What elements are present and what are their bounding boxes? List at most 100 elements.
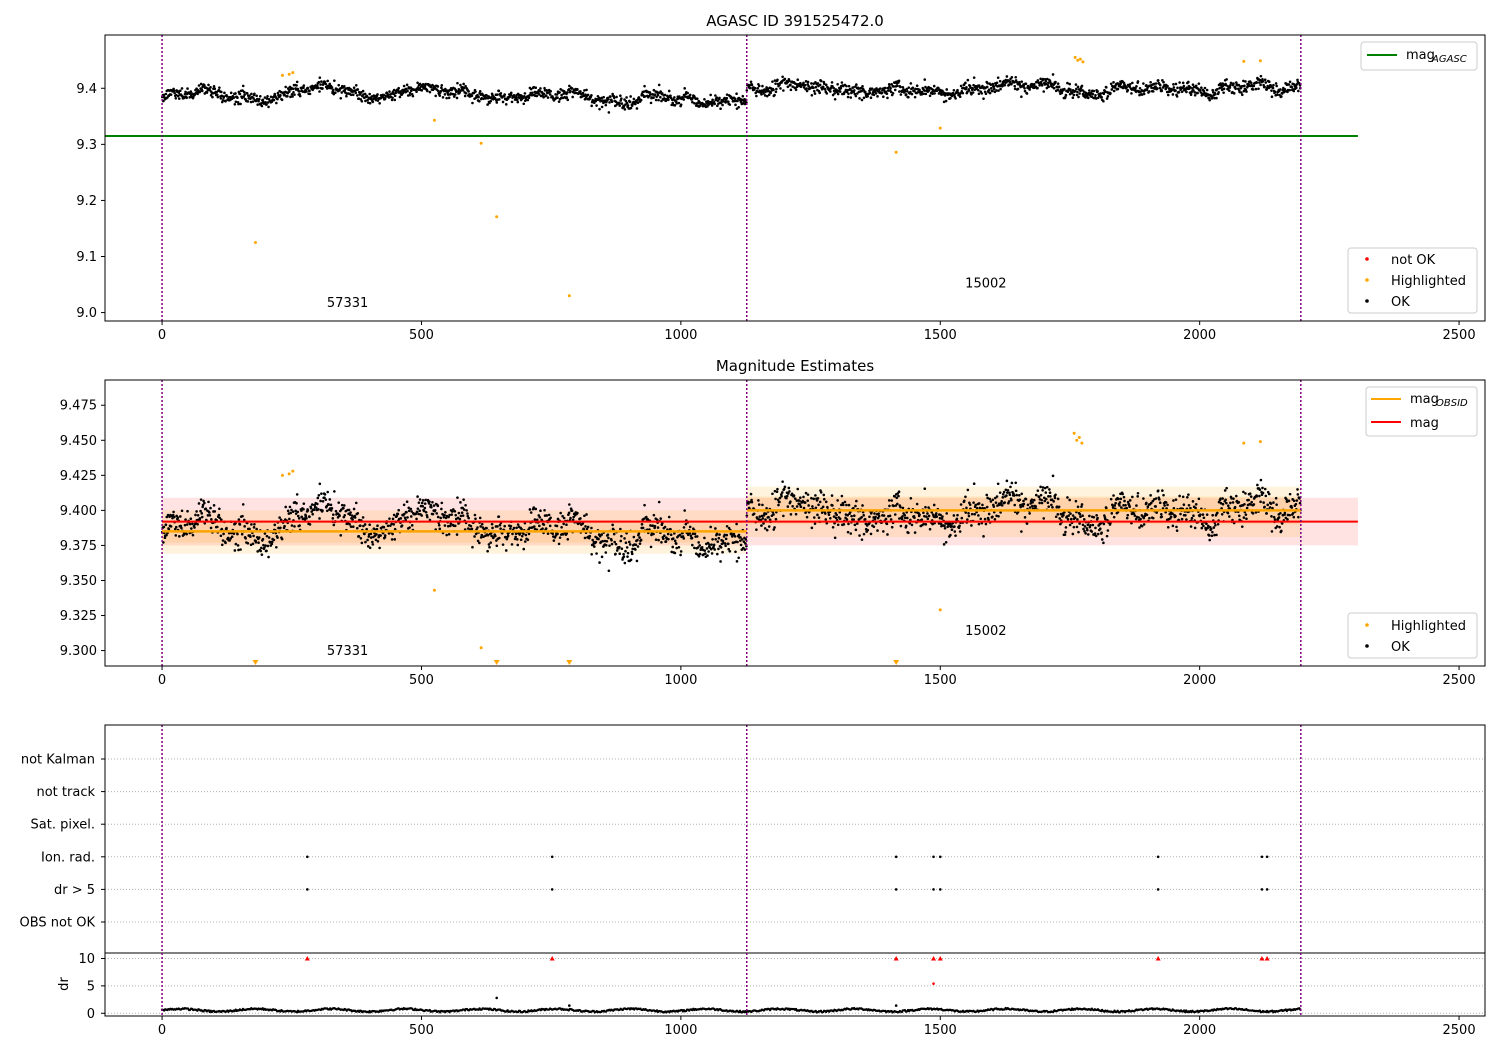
ok-point (624, 103, 627, 106)
ok-point (991, 498, 995, 502)
ok-point (1110, 512, 1114, 515)
ok-point (1124, 503, 1127, 507)
ok-point (1068, 82, 1071, 86)
ok-point (295, 493, 299, 496)
ok-point (430, 85, 433, 89)
ok-point (515, 526, 518, 530)
ok-point (514, 535, 517, 539)
ok-point (1066, 517, 1070, 521)
ok-point (609, 95, 612, 98)
ok-point (240, 532, 244, 536)
ok-point (956, 91, 960, 94)
panel1-title: AGASC ID 391525472.0 (706, 12, 884, 30)
axes-frame (104, 379, 1486, 667)
ok-point (220, 527, 224, 531)
ok-point (1012, 494, 1016, 497)
ok-point (995, 81, 999, 85)
ok-point (750, 83, 754, 87)
ok-point (1198, 88, 1202, 92)
ok-point (243, 93, 246, 96)
ok-point (1079, 515, 1082, 519)
ok-point (691, 543, 694, 547)
ok-point (697, 554, 701, 558)
ok-point (233, 549, 237, 552)
ok-point (643, 84, 646, 88)
ok-point (932, 84, 936, 88)
panel1-obsid-labels: 57331 15002 (327, 276, 1007, 311)
ok-point (803, 501, 807, 504)
ok-point (725, 93, 729, 96)
ok-point (1218, 86, 1221, 90)
flag-point (306, 855, 309, 859)
ok-point (829, 90, 832, 93)
ok-point (354, 83, 358, 87)
ok-point (1043, 499, 1047, 503)
ok-point (600, 96, 604, 100)
ok-point (179, 515, 182, 518)
ok-point (825, 92, 829, 95)
ok-point (1078, 512, 1082, 516)
ok-point (501, 100, 505, 104)
ok-point (1138, 86, 1142, 90)
ok-point (783, 77, 787, 81)
ok-point (1092, 515, 1096, 519)
ok-point (1044, 79, 1048, 83)
ok-point (424, 498, 428, 502)
ok-point (799, 496, 802, 500)
ok-point (456, 516, 460, 520)
flag-point (1156, 855, 1160, 859)
ok-point (290, 524, 294, 527)
ok-point (203, 84, 206, 87)
ok-point (1193, 93, 1197, 97)
ok-point (765, 94, 769, 98)
ok-point (812, 497, 816, 501)
ok-point (378, 101, 381, 105)
ok-point (1041, 77, 1045, 81)
ok-point (469, 524, 473, 528)
panel2-legend-top: mag OBSID mag (1365, 386, 1478, 437)
ok-point (329, 503, 333, 507)
ok-point (209, 93, 213, 97)
ok-point (713, 548, 716, 551)
ok-point (1297, 515, 1300, 519)
ok-point (982, 97, 985, 100)
ok-point (298, 524, 301, 527)
ok-point (923, 78, 927, 81)
ok-point (1041, 488, 1044, 492)
ok-point (229, 537, 233, 540)
ok-point (1002, 490, 1006, 494)
ok-point (607, 536, 610, 540)
ok-point (826, 505, 829, 509)
ok-point (913, 89, 916, 93)
ok-point (918, 88, 921, 92)
ok-point (1005, 479, 1009, 483)
ok-point (305, 90, 308, 93)
ok-point (188, 522, 192, 526)
ok-point (1268, 506, 1272, 509)
ok-point (630, 552, 634, 556)
ok-point (796, 78, 800, 82)
ok-point (254, 99, 258, 103)
ok-point (390, 92, 393, 95)
ok-point (1136, 491, 1140, 495)
ok-point (839, 86, 843, 90)
ok-point (977, 92, 981, 96)
ok-point (437, 523, 441, 527)
ok-point (843, 500, 847, 504)
ok-point (204, 507, 208, 510)
panel2-axes: 0 500 1000 1500 2000 25009.3009.3259.3509.375… (60, 379, 1486, 688)
ok-point (532, 85, 536, 89)
x-tick-label: 500 (409, 328, 434, 343)
ok-point (725, 533, 729, 537)
ok-point (1093, 532, 1097, 535)
ok-point (822, 497, 826, 501)
ok-point (667, 98, 670, 102)
ok-point (300, 515, 303, 519)
ok-point (748, 86, 752, 90)
ok-point (568, 84, 571, 88)
ok-point (1290, 85, 1294, 89)
ok-point (590, 526, 593, 530)
ok-point (1278, 93, 1281, 97)
ok-point (706, 554, 709, 557)
ok-point (657, 538, 660, 542)
